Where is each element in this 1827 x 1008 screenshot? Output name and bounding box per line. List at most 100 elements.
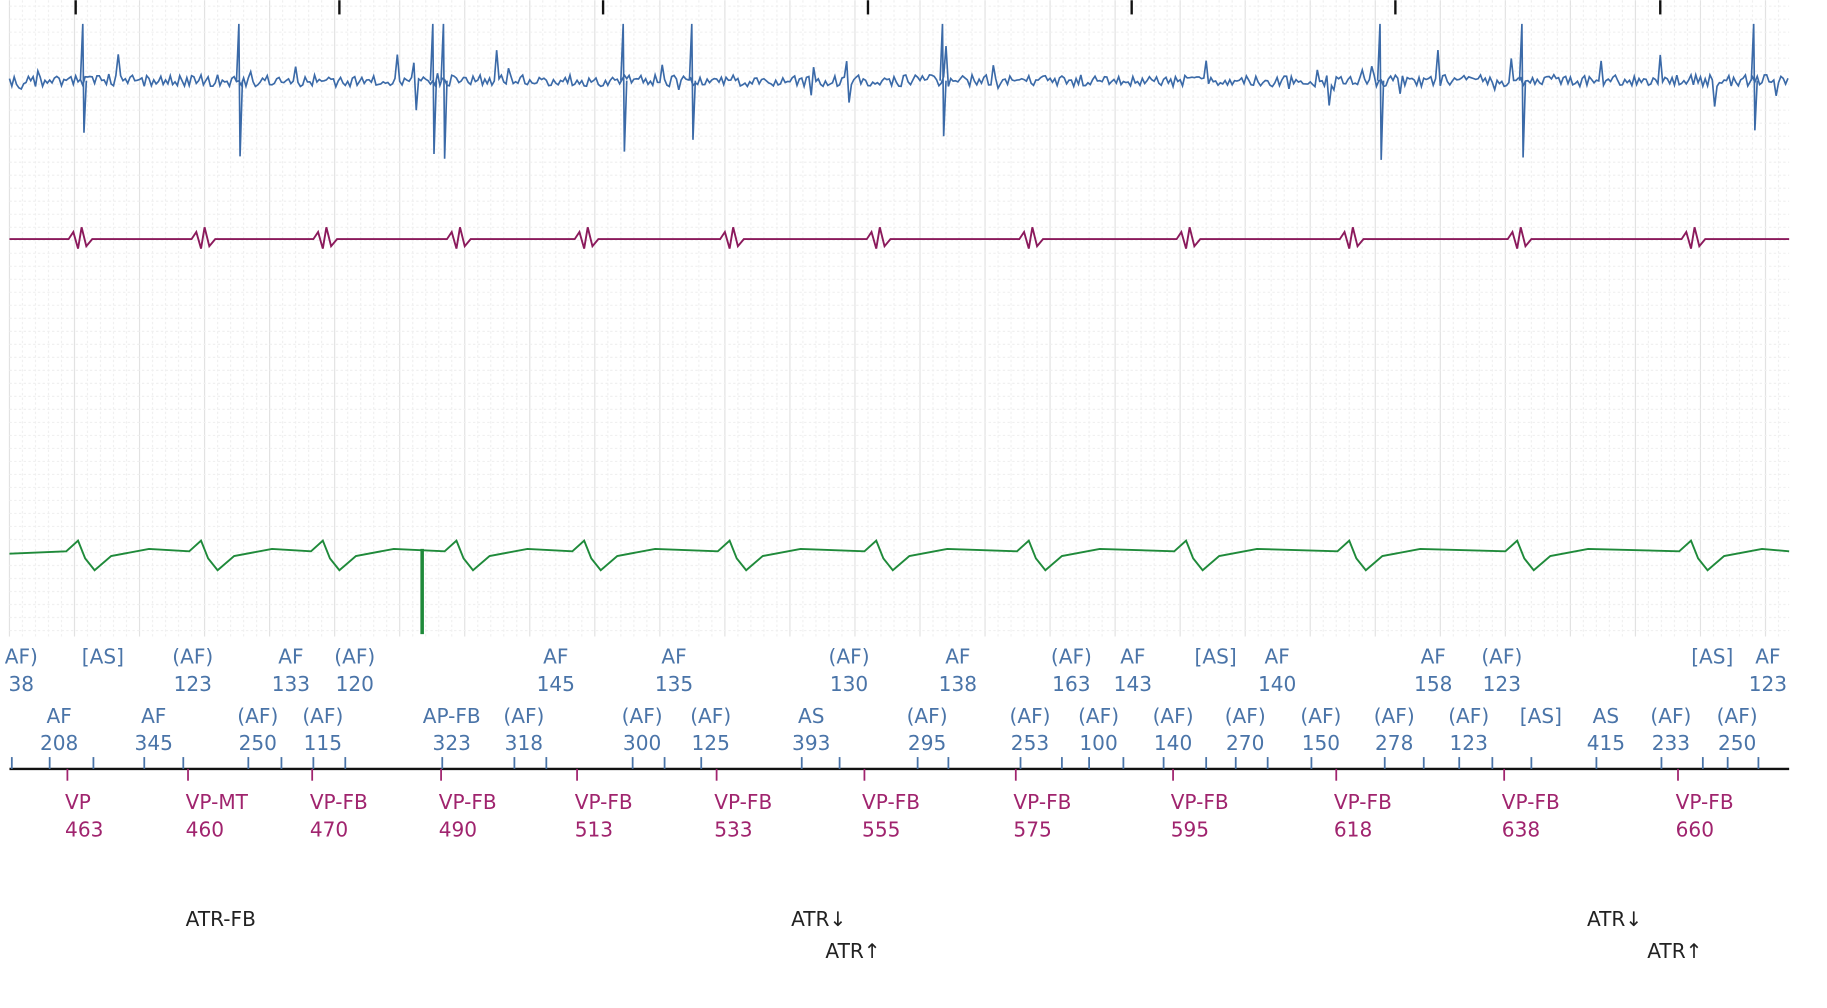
marker-label: VP-FB: [439, 790, 497, 814]
marker-label: (AF): [237, 704, 278, 728]
marker-label: AS: [798, 704, 825, 728]
marker-label: (AF): [172, 645, 213, 669]
event-label: ATR↓: [1587, 907, 1642, 931]
marker-interval: 270: [1226, 731, 1264, 755]
marker-label: [AS]: [1195, 645, 1237, 669]
green-trace: [9, 539, 1790, 572]
marker-interval: 575: [1013, 817, 1051, 841]
marker-label: AF: [141, 704, 166, 728]
marker-label: AF: [945, 645, 970, 669]
marker-interval: 533: [714, 817, 752, 841]
marker-interval: 208: [40, 731, 78, 755]
marker-label: [AS]: [1691, 645, 1733, 669]
marker-label: VP-FB: [1334, 790, 1392, 814]
marker-labels: AF) 38 [AS] (AF) 123 AF 133 (AF) 120 AF 145 AF 135 (A…: [5, 645, 1787, 963]
marker-label: VP-FB: [1676, 790, 1734, 814]
marker-label: (AF): [1300, 704, 1341, 728]
marker-interval: 555: [862, 817, 900, 841]
marker-interval: 140: [1258, 672, 1296, 696]
marker-interval: 135: [655, 672, 693, 696]
marker-interval: 463: [65, 817, 103, 841]
marker-label: (AF): [690, 704, 731, 728]
event-label: ATR↑: [825, 939, 880, 963]
marker-label: VP-FB: [575, 790, 633, 814]
magenta-trace: [9, 227, 1790, 249]
marker-label: (AF): [622, 704, 663, 728]
marker-label: (AF): [1153, 704, 1194, 728]
marker-label: [AS]: [1520, 704, 1562, 728]
marker-label: (AF): [1374, 704, 1415, 728]
marker-interval: 278: [1375, 731, 1413, 755]
marker-label: AF: [661, 645, 686, 669]
marker-label: AF: [1421, 645, 1446, 669]
marker-interval: 323: [433, 731, 471, 755]
marker-label: AF: [1264, 645, 1289, 669]
event-label: ATR↑: [1647, 939, 1702, 963]
marker-interval: 130: [830, 672, 868, 696]
traces: [8, 23, 1790, 635]
marker-label: VP: [65, 790, 91, 814]
marker-interval: 233: [1652, 731, 1690, 755]
grid: [8, 0, 1790, 637]
marker-interval: 123: [1749, 672, 1787, 696]
marker-interval: 120: [336, 672, 374, 696]
marker-label: VP-FB: [310, 790, 368, 814]
event-label: ATR-FB: [186, 907, 256, 931]
marker-interval: 133: [272, 672, 310, 696]
marker-interval: 123: [1483, 672, 1521, 696]
marker-interval: 595: [1171, 817, 1209, 841]
marker-label: (AF): [1448, 704, 1489, 728]
marker-label: AF): [5, 645, 38, 669]
marker-interval: 318: [505, 731, 543, 755]
marker-label: AF: [1120, 645, 1145, 669]
marker-interval: 460: [186, 817, 224, 841]
marker-interval: 490: [439, 817, 477, 841]
marker-interval: 100: [1079, 731, 1117, 755]
marker-interval: 138: [939, 672, 977, 696]
marker-interval: 393: [792, 731, 830, 755]
marker-label: AP-FB: [423, 704, 481, 728]
marker-label: AS: [1593, 704, 1620, 728]
marker-interval: 143: [1114, 672, 1152, 696]
marker-interval: 150: [1302, 731, 1340, 755]
marker-label: (AF): [1717, 704, 1758, 728]
event-label: ATR↓: [791, 907, 846, 931]
marker-label: VP-MT: [186, 790, 249, 814]
marker-interval: 123: [1450, 731, 1488, 755]
marker-label: (AF): [1078, 704, 1119, 728]
marker-label: (AF): [1051, 645, 1092, 669]
marker-label: [AS]: [82, 645, 124, 669]
marker-label: VP-FB: [1171, 790, 1229, 814]
marker-interval: 163: [1052, 672, 1090, 696]
marker-label: VP-FB: [862, 790, 920, 814]
marker-interval: 145: [537, 672, 575, 696]
marker-interval: 253: [1011, 731, 1049, 755]
marker-label: VP-FB: [714, 790, 772, 814]
marker-interval: 618: [1334, 817, 1372, 841]
marker-interval: 345: [135, 731, 173, 755]
marker-label: (AF): [503, 704, 544, 728]
marker-label: VP-FB: [1013, 790, 1071, 814]
marker-interval: 158: [1414, 672, 1452, 696]
marker-interval: 38: [8, 672, 34, 696]
marker-label: AF: [46, 704, 71, 728]
marker-interval: 250: [1718, 731, 1756, 755]
marker-label: (AF): [907, 704, 948, 728]
marker-label: VP-FB: [1502, 790, 1560, 814]
marker-interval: 470: [310, 817, 348, 841]
marker-label: AF: [543, 645, 568, 669]
marker-interval: 250: [239, 731, 277, 755]
marker-interval: 300: [623, 731, 661, 755]
marker-interval: 140: [1154, 731, 1192, 755]
marker-interval: 415: [1587, 731, 1625, 755]
marker-label: (AF): [1650, 704, 1691, 728]
marker-label: (AF): [1225, 704, 1266, 728]
marker-label: (AF): [1009, 704, 1050, 728]
marker-interval: 638: [1502, 817, 1540, 841]
marker-label: AF: [1755, 645, 1780, 669]
marker-interval: 123: [174, 672, 212, 696]
marker-label: (AF): [302, 704, 343, 728]
marker-interval: 115: [304, 731, 342, 755]
